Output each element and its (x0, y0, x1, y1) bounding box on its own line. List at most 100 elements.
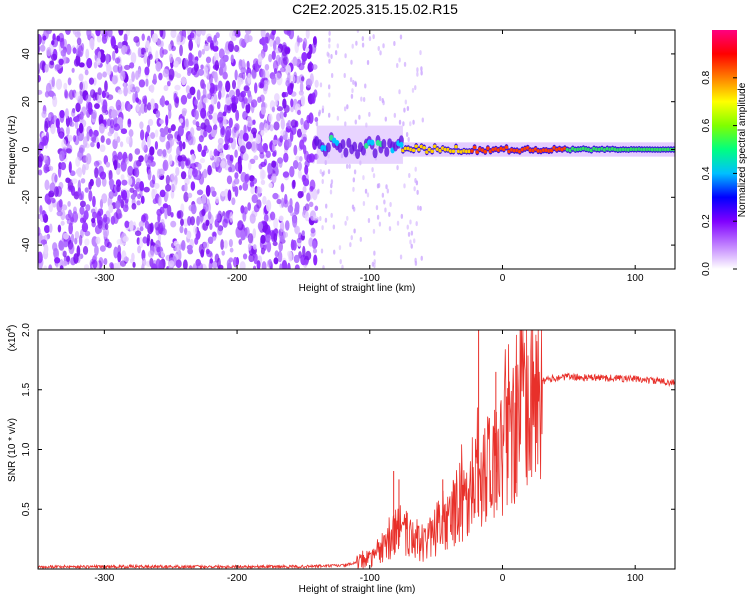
noise-speck (168, 260, 175, 268)
signal-blob (343, 147, 349, 158)
noise-speck (93, 160, 100, 168)
noise-speck (232, 256, 238, 268)
noise-speck (189, 32, 195, 39)
noise-speck (328, 58, 331, 64)
noise-speck (316, 189, 320, 195)
noise-speck (152, 78, 157, 85)
noise-speck (252, 119, 256, 125)
noise-speck (44, 63, 49, 73)
noise-speck (150, 103, 155, 111)
noise-speck (184, 227, 188, 235)
noise-speck (145, 78, 149, 87)
noise-speck (352, 177, 356, 183)
noise-speck (68, 161, 72, 174)
noise-speck (79, 206, 85, 215)
noise-speck (263, 143, 268, 153)
noise-speck (261, 261, 267, 269)
noise-speck (156, 208, 163, 217)
noise-speck (71, 178, 78, 184)
noise-speck (91, 217, 96, 224)
noise-speck (273, 217, 279, 230)
noise-speck (206, 250, 213, 258)
noise-speck (106, 94, 114, 101)
noise-speck (116, 117, 124, 127)
noise-speck (235, 109, 240, 122)
noise-speck (274, 93, 280, 102)
noise-speck (168, 43, 172, 52)
noise-speck (206, 93, 211, 99)
noise-speck (58, 58, 64, 66)
x-tick-label: 100 (627, 573, 644, 584)
noise-speck (107, 30, 113, 38)
snr-x-axis: -300 -200 -100 0 100 (94, 330, 644, 584)
noise-speck (121, 45, 128, 53)
noise-speck (293, 144, 298, 156)
noise-speck (58, 132, 64, 139)
noise-speck (410, 230, 414, 236)
noise-speck (80, 178, 86, 184)
noise-speck (298, 90, 304, 96)
noise-speck (106, 64, 112, 76)
noise-speck (252, 131, 257, 139)
noise-speck (139, 181, 145, 192)
y-tick-label: 40 (21, 48, 32, 60)
noise-speck (83, 80, 88, 91)
noise-speck (362, 201, 366, 207)
noise-speck (251, 70, 257, 80)
noise-speck (157, 39, 162, 48)
noise-speck (136, 103, 140, 113)
noise-speck (416, 189, 419, 195)
noise-speck (413, 186, 416, 192)
noise-speck (179, 225, 184, 234)
signal-blob (399, 141, 404, 148)
noise-speck (328, 37, 331, 43)
noise-speck (59, 109, 65, 119)
noise-speck (111, 75, 118, 85)
noise-speck (202, 97, 209, 104)
noise-speck (239, 261, 246, 269)
noise-speck (107, 131, 113, 137)
noise-speck (408, 172, 411, 178)
noise-speck (103, 257, 108, 266)
noise-speck (255, 134, 262, 145)
signal-blob (355, 149, 361, 160)
noise-speck (46, 46, 52, 57)
noise-speck (419, 50, 422, 56)
noise-speck (384, 116, 387, 122)
noise-speck (137, 245, 142, 254)
noise-speck (410, 243, 413, 249)
noise-speck (327, 84, 331, 90)
noise-speck (156, 246, 161, 253)
noise-speck (259, 152, 265, 159)
noise-speck (311, 240, 317, 250)
noise-speck (383, 199, 386, 205)
noise-speck (141, 263, 145, 269)
noise-speck (281, 260, 288, 269)
noise-speck (213, 148, 218, 157)
noise-speck (221, 250, 225, 256)
noise-speck (353, 228, 356, 234)
noise-speck (84, 187, 89, 193)
noise-speck (302, 144, 307, 155)
noise-speck (162, 203, 169, 209)
noise-speck (290, 119, 298, 128)
x-tick-label: -300 (94, 573, 114, 584)
noise-speck (271, 30, 276, 36)
noise-speck (228, 89, 236, 98)
noise-speck (246, 60, 250, 70)
noise-speck (41, 209, 46, 219)
noise-speck (379, 50, 382, 56)
noise-speck (71, 109, 76, 117)
noise-speck (125, 136, 131, 145)
noise-speck (113, 262, 119, 269)
noise-speck (177, 210, 184, 219)
noise-speck (203, 145, 208, 152)
noise-speck (251, 141, 258, 153)
noise-speck (372, 34, 375, 40)
noise-speck (113, 246, 119, 259)
noise-speck (110, 215, 116, 225)
noise-speck (321, 178, 324, 184)
noise-speck (49, 182, 56, 194)
noise-speck (133, 86, 140, 94)
noise-speck (144, 154, 149, 164)
